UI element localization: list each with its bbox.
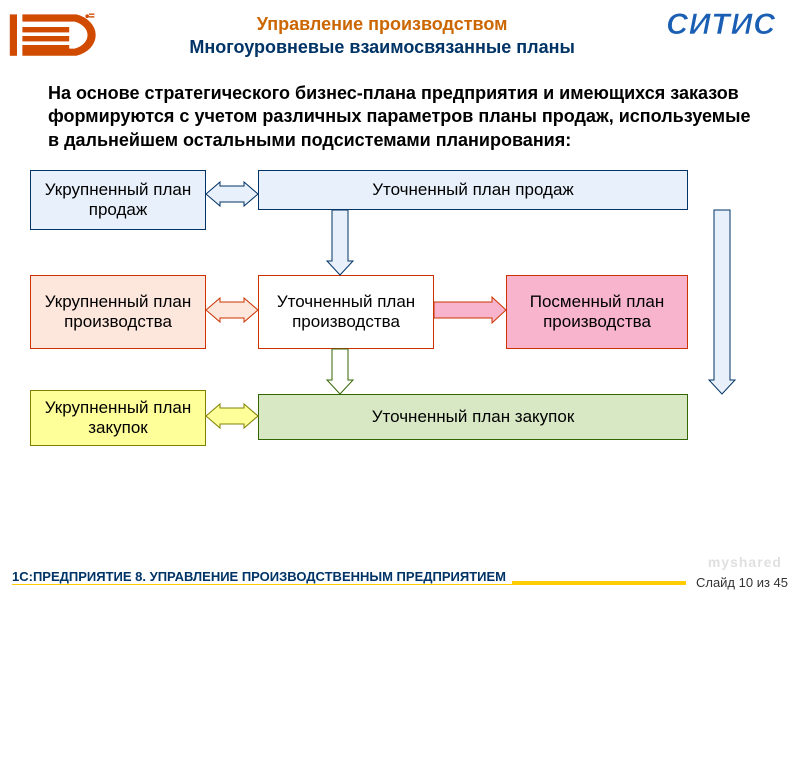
watermark: myshared bbox=[708, 554, 782, 570]
sitis-logo: СИТИС bbox=[666, 8, 784, 42]
title-line2: Многоуровневые взаимосвязанные планы bbox=[98, 37, 666, 58]
1c-logo bbox=[8, 8, 98, 64]
flowchart: Укрупненный план продажУточненный план п… bbox=[0, 160, 800, 490]
footer-product: 1С:ПРЕДПРИЯТИЕ 8. УПРАВЛЕНИЕ ПРОИЗВОДСТВ… bbox=[12, 569, 512, 584]
intro-text: На основе стратегического бизнес-плана п… bbox=[0, 68, 800, 160]
title-line1: Управление производством bbox=[98, 14, 666, 35]
arrow-a7 bbox=[0, 160, 800, 760]
header: Управление производством Многоуровневые … bbox=[0, 0, 800, 68]
title-block: Управление производством Многоуровневые … bbox=[98, 8, 666, 58]
slide-number: Слайд 10 из 45 bbox=[686, 575, 788, 590]
footer: 1С:ПРЕДПРИЯТИЕ 8. УПРАВЛЕНИЕ ПРОИЗВОДСТВ… bbox=[0, 575, 800, 590]
